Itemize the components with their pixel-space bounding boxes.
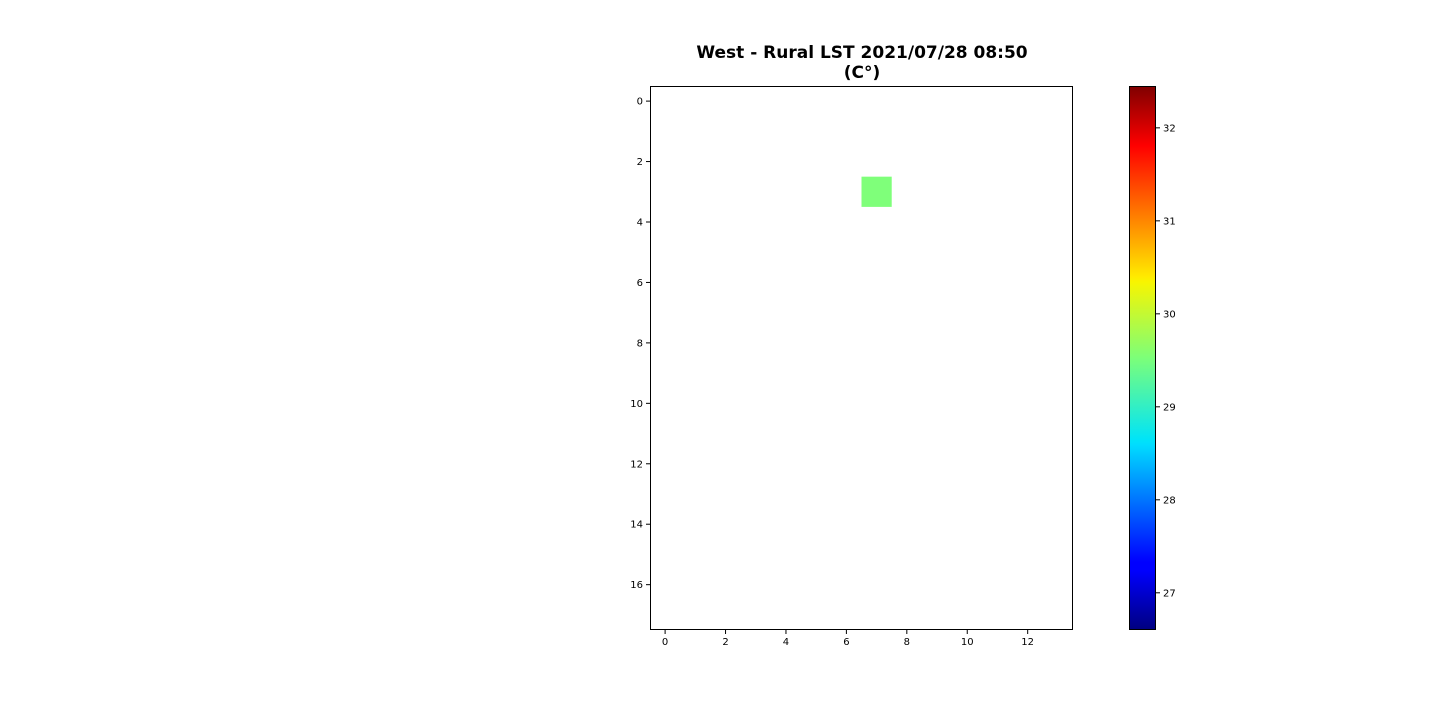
colorbar-tick-label: 27 [1163,588,1176,599]
colorbar-tick-label: 29 [1163,402,1176,413]
colorbar-frame [1129,86,1156,630]
colorbar-tick-label: 32 [1163,123,1176,134]
y-tick-label: 10 [630,399,643,410]
y-tick-label: 14 [630,520,643,531]
plot-frame [650,86,1073,630]
chart-title: West - Rural LST 2021/07/28 08:50 (C°) [650,43,1074,83]
x-tick-label: 0 [662,637,668,648]
y-tick-label: 0 [637,97,643,108]
y-tick-label: 6 [637,278,643,289]
y-tick-label: 8 [637,338,643,349]
y-tick-label: 2 [637,157,643,168]
x-tick-label: 8 [904,637,910,648]
chart-title-line1: West - Rural LST 2021/07/28 08:50 [696,43,1028,63]
colorbar-tick-label: 28 [1163,495,1176,506]
colorbar-tick-label: 30 [1163,309,1176,320]
y-tick-label: 4 [637,218,643,229]
colorbar-tick-label: 31 [1163,216,1176,227]
x-tick-label: 2 [722,637,728,648]
colorbar-gradient [1129,86,1156,630]
x-tick-label: 6 [843,637,849,648]
plot-background [650,86,1073,630]
heatmap-cell [861,176,892,207]
x-tick-label: 4 [783,637,789,648]
plot-area: 0 2 4 6 8 10 12 0 2 4 6 8 10 12 14 16 [630,86,1073,648]
colorbar: 27 28 29 30 31 32 [1129,86,1176,630]
x-tick-label: 10 [961,637,974,648]
x-tick-label: 12 [1021,637,1034,648]
y-tick-label: 16 [630,580,643,591]
chart-title-line2: (C°) [843,63,881,83]
y-tick-label: 12 [630,459,643,470]
